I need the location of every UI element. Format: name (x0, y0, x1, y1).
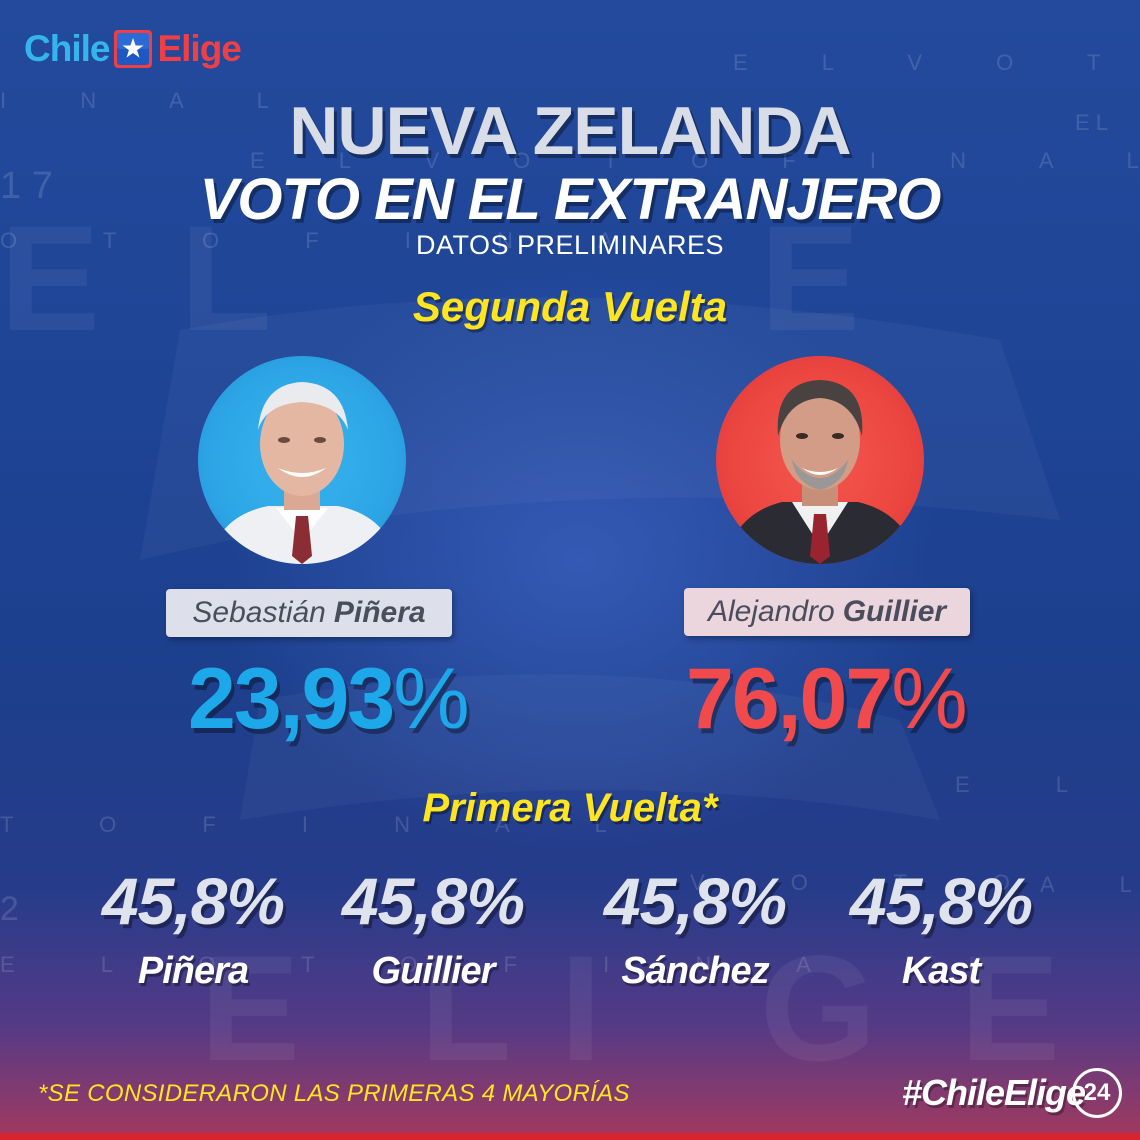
result-name: Kast (901, 950, 981, 992)
chile-flag-icon (112, 28, 154, 70)
portrait-pinera (198, 356, 406, 564)
result-value: 45,8% (101, 864, 285, 938)
percent-value: 76,07 (686, 651, 893, 747)
svg-text:E L V O T O: E L V O T O (733, 50, 1140, 75)
name-plate-pinera: Sebastián Piñera (166, 589, 452, 637)
logo-word-elige: Elige (157, 28, 241, 69)
result-sanchez: 45,8% Sánchez (580, 868, 810, 990)
subtitle: VOTO EN EL EXTRANJERO (199, 167, 942, 232)
svg-text:2: 2 (0, 890, 19, 928)
percent-sign: % (891, 651, 967, 747)
result-value: 45,8% (603, 864, 787, 938)
bottom-red-bar (0, 1133, 1140, 1140)
result-value: 45,8% (341, 864, 525, 938)
result-kast: 45,8% Kast (826, 868, 1056, 990)
result-name: Piñera (137, 950, 249, 992)
result-guillier: 45,8% Guillier (318, 868, 548, 990)
candidate-first-name: Sebastián (192, 596, 326, 629)
percent-pinera: 23,93% (188, 650, 470, 749)
preliminary-note: DATOS PRELIMINARES (415, 230, 725, 260)
footnote: *SE CONSIDERARON LAS PRIMERAS 4 MAYORÍAS (38, 1080, 630, 1107)
channel-24-badge: 24 (1072, 1068, 1122, 1118)
portrait-guillier (716, 356, 924, 564)
result-name: Sánchez (621, 950, 769, 992)
candidate-last-name: Guillier (842, 595, 947, 628)
result-name: Guillier (371, 950, 496, 992)
result-pinera: 45,8% Piñera (78, 868, 308, 990)
primera-vuelta-title: Primera Vuelta* (422, 786, 718, 830)
chile-elige-logo: Chile Elige (24, 24, 242, 74)
name-plate-guillier: Alejandro Guillier (684, 588, 970, 636)
country-title: NUEVA ZELANDA (289, 93, 851, 169)
logo-word-chile: Chile (24, 28, 110, 69)
segunda-vuelta-title: Segunda Vuelta (412, 283, 728, 330)
candidate-last-name: Piñera (333, 596, 426, 629)
hashtag: #ChileElige (902, 1072, 1086, 1113)
candidate-first-name: Alejandro (707, 595, 835, 628)
percent-guillier: 76,07% (686, 650, 968, 749)
result-value: 45,8% (849, 864, 1033, 938)
percent-sign: % (393, 651, 469, 747)
percent-value: 23,93 (188, 651, 395, 747)
